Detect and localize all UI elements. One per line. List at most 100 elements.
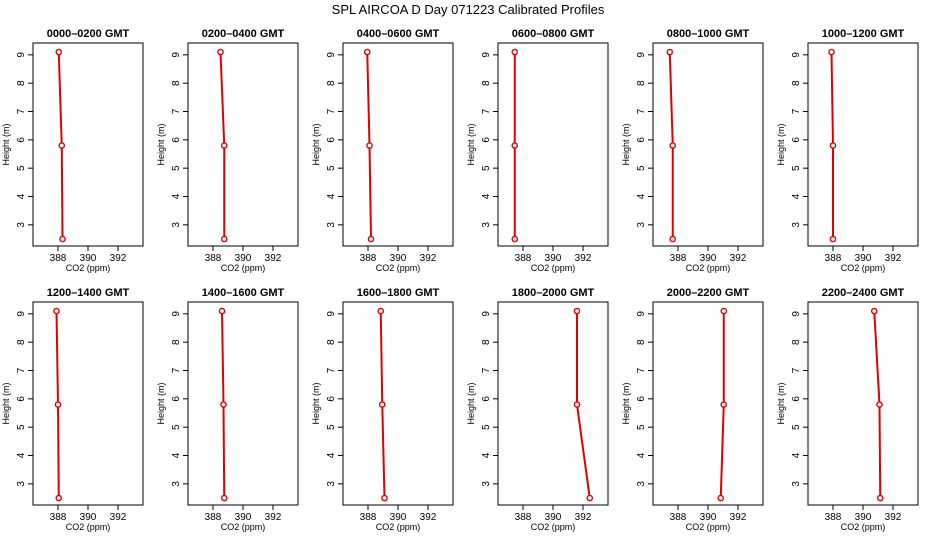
y-tick-label: 9 <box>636 52 647 58</box>
plot-frame <box>807 42 919 247</box>
x-tick-label: 388 <box>515 253 532 264</box>
data-point <box>669 235 677 243</box>
y-tick-label: 3 <box>791 222 802 228</box>
y-tick-label: 3 <box>636 481 647 487</box>
data-point <box>58 142 66 149</box>
y-axis-label: Height (m) <box>311 123 321 165</box>
y-tick-label: 3 <box>481 481 492 487</box>
y-tick-label: 9 <box>481 52 492 58</box>
panel-title: 2000–2200 GMT <box>667 287 750 299</box>
y-tick-label: 4 <box>16 193 27 199</box>
data-point <box>573 401 581 408</box>
plot-frame <box>187 42 299 247</box>
x-tick-label: 390 <box>80 253 97 264</box>
panel-title: 1200–1400 GMT <box>47 287 130 299</box>
data-point <box>586 494 594 502</box>
x-tick-label: 388 <box>205 512 222 523</box>
x-axis-label: CO2 (ppm) <box>686 522 731 532</box>
y-tick-label: 5 <box>791 165 802 171</box>
y-tick-label: 3 <box>171 481 182 487</box>
y-tick-label: 4 <box>326 452 337 458</box>
y-tick-label: 4 <box>171 452 182 458</box>
x-tick-label: 392 <box>265 512 282 523</box>
y-tick-label: 9 <box>791 52 802 58</box>
data-point <box>55 494 63 502</box>
y-tick-label: 9 <box>326 52 337 58</box>
x-tick-label: 392 <box>575 512 592 523</box>
data-point <box>367 235 375 243</box>
plot-frame <box>342 301 454 506</box>
y-tick-label: 7 <box>16 108 27 114</box>
panel-2: 0200–0400 GMT 388 390 392 3 4 5 6 7 8 9 CO2 (ppm) He… <box>156 28 299 273</box>
x-tick-label: 388 <box>515 512 532 523</box>
y-tick-label: 6 <box>636 396 647 402</box>
x-tick-label: 392 <box>420 253 437 264</box>
y-axis-label: Height (m) <box>1 382 11 424</box>
y-tick-label: 8 <box>481 339 492 345</box>
x-tick-label: 388 <box>50 253 67 264</box>
panel-6: 1000–1200 GMT 388 390 392 3 4 5 6 7 8 9 CO2 (ppm) He… <box>776 28 919 273</box>
y-tick-label: 6 <box>326 396 337 402</box>
x-tick-label: 392 <box>110 253 127 264</box>
x-tick-label: 392 <box>575 253 592 264</box>
data-point <box>377 307 385 315</box>
x-tick-label: 390 <box>855 512 872 523</box>
x-tick-label: 388 <box>670 253 687 264</box>
plot-frame <box>807 301 919 506</box>
x-axis-label: CO2 (ppm) <box>841 522 886 532</box>
x-tick-label: 390 <box>545 512 562 523</box>
y-axis-label: Height (m) <box>621 123 631 165</box>
y-tick-label: 6 <box>481 137 492 143</box>
y-tick-label: 3 <box>326 481 337 487</box>
data-point <box>717 494 725 502</box>
data-point <box>378 401 386 408</box>
panel-title: 0800–1000 GMT <box>667 28 750 40</box>
y-tick-label: 9 <box>636 311 647 317</box>
x-tick-label: 388 <box>205 253 222 264</box>
plot-frame <box>32 42 144 247</box>
x-axis-label: CO2 (ppm) <box>221 263 266 273</box>
y-tick-label: 6 <box>16 396 27 402</box>
x-tick-label: 392 <box>730 253 747 264</box>
y-tick-label: 6 <box>481 396 492 402</box>
data-point <box>366 142 373 149</box>
y-tick-label: 4 <box>171 193 182 199</box>
data-point <box>511 235 519 243</box>
panel-10: 1800–2000 GMT 388 390 392 3 4 5 6 7 8 9 CO2 (ppm) He… <box>466 287 609 532</box>
x-tick-label: 392 <box>265 253 282 264</box>
data-point <box>573 307 581 315</box>
panel-1: 0000–0200 GMT 388 390 392 3 4 5 6 7 8 9 CO2 (ppm) He… <box>1 28 144 273</box>
y-tick-label: 9 <box>171 311 182 317</box>
y-axis-label: Height (m) <box>621 382 631 424</box>
y-tick-label: 8 <box>791 339 802 345</box>
data-point <box>876 494 884 502</box>
panel-3: 0400–0600 GMT 388 390 392 3 4 5 6 7 8 9 CO2 (ppm) He… <box>311 28 454 273</box>
x-tick-label: 390 <box>855 253 872 264</box>
data-point <box>54 401 62 408</box>
data-point <box>220 142 228 149</box>
plot-frame <box>187 301 299 506</box>
y-tick-label: 4 <box>791 193 802 199</box>
y-tick-label: 5 <box>16 165 27 171</box>
y-tick-label: 4 <box>481 452 492 458</box>
x-tick-label: 392 <box>885 512 902 523</box>
data-point <box>828 48 835 56</box>
x-tick-label: 392 <box>730 512 747 523</box>
data-point <box>870 307 878 315</box>
data-point <box>511 142 519 149</box>
plot-frame <box>32 301 144 506</box>
x-tick-label: 390 <box>80 512 97 523</box>
panel-title: 0000–0200 GMT <box>47 28 130 40</box>
y-tick-label: 4 <box>326 193 337 199</box>
y-tick-label: 3 <box>481 222 492 228</box>
y-tick-label: 5 <box>636 424 647 430</box>
x-tick-label: 390 <box>390 512 407 523</box>
x-axis-label: CO2 (ppm) <box>376 263 421 273</box>
data-point <box>381 494 388 502</box>
plot-frame <box>652 301 764 506</box>
panel-11: 2000–2200 GMT 388 390 392 3 4 5 6 7 8 9 CO2 (ppm) He… <box>621 287 764 532</box>
y-tick-label: 8 <box>16 339 27 345</box>
panel-title: 1000–1200 GMT <box>822 28 905 40</box>
x-tick-label: 388 <box>825 253 842 264</box>
